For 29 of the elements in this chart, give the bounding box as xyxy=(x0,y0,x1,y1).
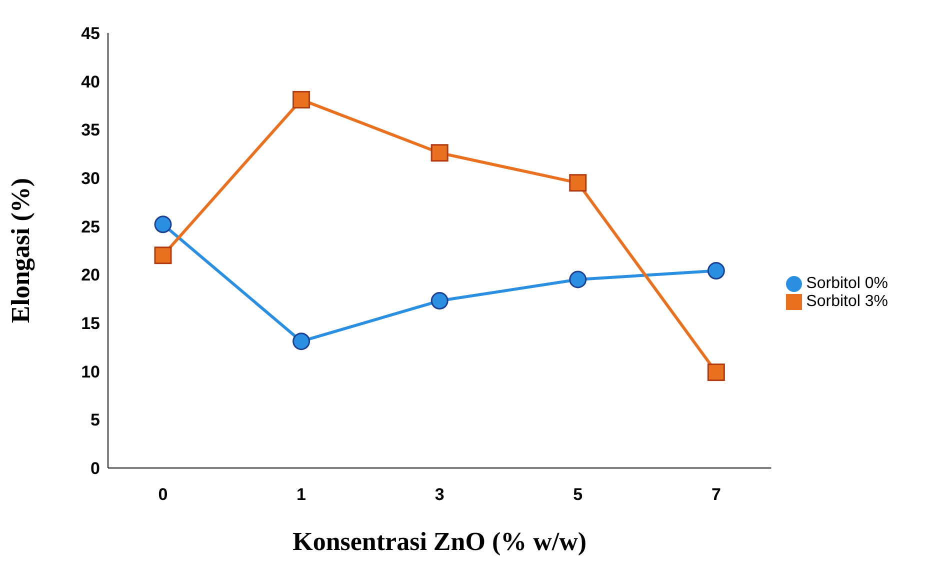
y-tick-label: 25 xyxy=(81,217,100,236)
point xyxy=(154,246,172,264)
y-tick-label: 0 xyxy=(90,459,100,478)
point xyxy=(430,292,448,310)
legend-label: Sorbitol 0% xyxy=(806,275,888,292)
y-tick-label: 5 xyxy=(90,410,100,430)
y-tick-label: 30 xyxy=(81,169,100,188)
point xyxy=(430,144,448,162)
y-axis-title: Elongasi (%) xyxy=(6,178,36,324)
y-tick-label: 15 xyxy=(81,314,100,334)
y-tick-label: 40 xyxy=(81,72,100,92)
x-tick-label: 1 xyxy=(296,485,306,504)
point xyxy=(154,216,172,234)
y-tick-label: 45 xyxy=(81,24,100,44)
y-tick-label: 10 xyxy=(81,362,100,382)
point xyxy=(707,262,725,280)
point xyxy=(569,174,587,192)
point xyxy=(292,332,310,350)
x-axis-title: Konsentrasi ZnO (% w/w) xyxy=(292,527,587,556)
point xyxy=(707,364,725,382)
point xyxy=(292,90,310,108)
y-tick-label: 35 xyxy=(81,120,100,140)
x-tick-label: 3 xyxy=(434,485,444,504)
point xyxy=(569,270,587,288)
x-tick-label: 0 xyxy=(158,485,168,504)
y-tick-label: 20 xyxy=(81,266,100,285)
legend-label: Sorbitol 3% xyxy=(806,293,888,310)
x-tick-label: 5 xyxy=(573,485,583,504)
x-tick-label: 7 xyxy=(711,485,721,504)
